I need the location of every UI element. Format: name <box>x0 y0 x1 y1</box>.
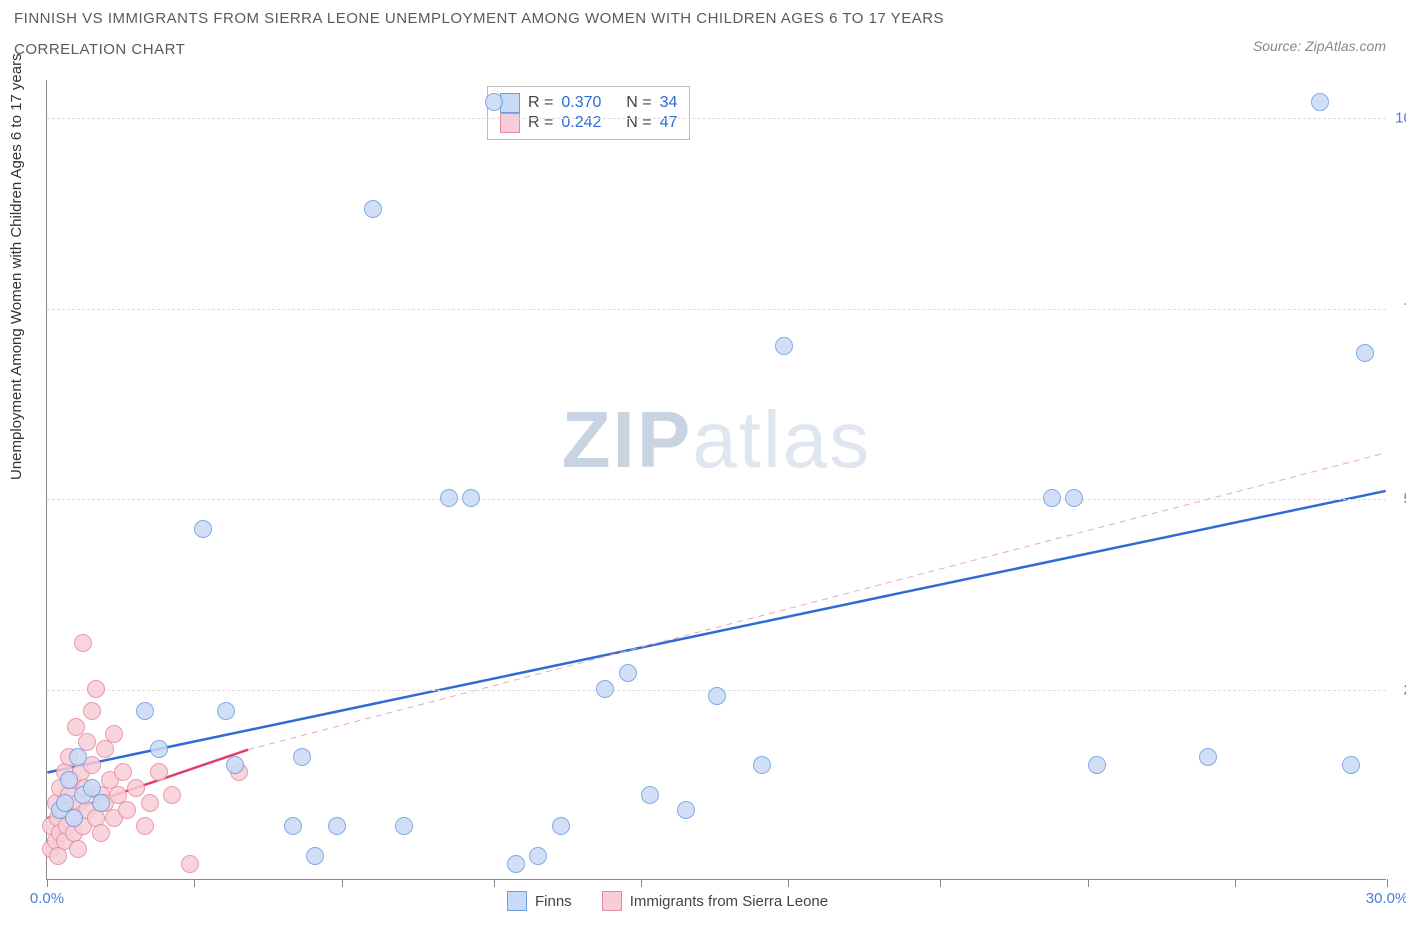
source-attribution: Source: ZipAtlas.com <box>1253 38 1386 54</box>
data-point <box>65 809 83 827</box>
data-point <box>440 489 458 507</box>
swatch-finns <box>500 93 520 113</box>
data-point <box>364 200 382 218</box>
data-point <box>69 748 87 766</box>
data-point <box>181 855 199 873</box>
xtick <box>1235 879 1236 887</box>
data-point <box>150 763 168 781</box>
data-point <box>775 337 793 355</box>
legend-swatch-sierra-leone <box>602 891 622 911</box>
data-point <box>87 680 105 698</box>
legend-swatch-finns <box>507 891 527 911</box>
data-point <box>83 702 101 720</box>
stats-row-sierra-leone: R = 0.242 N = 47 <box>500 113 677 133</box>
data-point <box>141 794 159 812</box>
data-point <box>1043 489 1061 507</box>
stats-row-finns: R = 0.370 N = 34 <box>500 93 677 113</box>
data-point <box>136 702 154 720</box>
xtick <box>1088 879 1089 887</box>
data-point <box>217 702 235 720</box>
r-value-finns: 0.370 <box>561 94 601 112</box>
gridline <box>47 309 1386 310</box>
legend-item-sierra-leone: Immigrants from Sierra Leone <box>602 891 828 911</box>
data-point <box>1356 344 1374 362</box>
xtick-label: 30.0% <box>1366 890 1406 907</box>
xtick <box>788 879 789 887</box>
xtick <box>494 879 495 887</box>
data-point <box>118 801 136 819</box>
data-point <box>127 779 145 797</box>
n-value-sierra-leone: 47 <box>660 114 678 132</box>
data-point <box>69 840 87 858</box>
legend-item-finns: Finns <box>507 891 572 911</box>
data-point <box>485 93 503 111</box>
data-point <box>1311 93 1329 111</box>
xtick <box>940 879 941 887</box>
title-line-1: FINNISH VS IMMIGRANTS FROM SIERRA LEONE … <box>14 10 944 27</box>
data-point <box>150 740 168 758</box>
data-point <box>507 855 525 873</box>
correlation-stats-box: R = 0.370 N = 34 R = 0.242 N = 47 <box>487 86 690 140</box>
r-value-sierra-leone: 0.242 <box>561 114 601 132</box>
legend: Finns Immigrants from Sierra Leone <box>507 891 828 911</box>
gridline <box>47 499 1386 500</box>
data-point <box>92 824 110 842</box>
chart-title-block: FINNISH VS IMMIGRANTS FROM SIERRA LEONE … <box>14 10 944 72</box>
trend-line <box>47 491 1385 773</box>
data-point <box>105 725 123 743</box>
data-point <box>708 687 726 705</box>
xtick <box>342 879 343 887</box>
xtick <box>194 879 195 887</box>
y-axis-label: Unemployment Among Women with Children A… <box>8 53 25 480</box>
xtick <box>47 879 48 887</box>
data-point <box>552 817 570 835</box>
xtick <box>1387 879 1388 887</box>
data-point <box>114 763 132 781</box>
data-point <box>753 756 771 774</box>
data-point <box>74 634 92 652</box>
data-point <box>677 801 695 819</box>
ytick-label: 100.0% <box>1395 110 1406 127</box>
gridline <box>47 118 1386 119</box>
data-point <box>194 520 212 538</box>
title-line-2: CORRELATION CHART <box>14 41 944 58</box>
xtick-label: 0.0% <box>30 890 64 907</box>
data-point <box>328 817 346 835</box>
data-point <box>529 847 547 865</box>
data-point <box>619 664 637 682</box>
data-point <box>1065 489 1083 507</box>
data-point <box>60 771 78 789</box>
data-point <box>293 748 311 766</box>
trend-line <box>248 453 1386 750</box>
n-value-finns: 34 <box>660 94 678 112</box>
data-point <box>96 740 114 758</box>
data-point <box>462 489 480 507</box>
data-point <box>1088 756 1106 774</box>
trend-lines-layer <box>47 80 1386 879</box>
data-point <box>306 847 324 865</box>
data-point <box>641 786 659 804</box>
data-point <box>284 817 302 835</box>
data-point <box>596 680 614 698</box>
xtick <box>641 879 642 887</box>
data-point <box>1199 748 1217 766</box>
data-point <box>136 817 154 835</box>
data-point <box>395 817 413 835</box>
data-point <box>163 786 181 804</box>
data-point <box>92 794 110 812</box>
data-point <box>226 756 244 774</box>
data-point <box>1342 756 1360 774</box>
swatch-sierra-leone <box>500 113 520 133</box>
scatter-chart: ZIPatlas R = 0.370 N = 34 R = 0.242 N = … <box>46 80 1386 880</box>
